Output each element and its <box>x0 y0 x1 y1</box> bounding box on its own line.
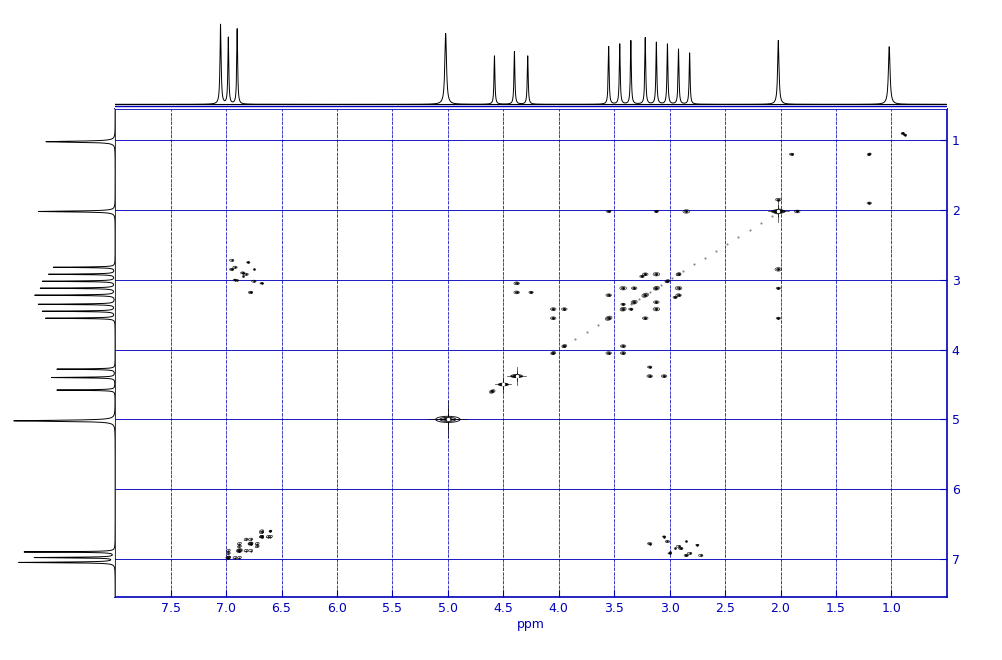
Text: ppm: ppm <box>919 94 947 106</box>
X-axis label: ppm: ppm <box>517 618 545 631</box>
